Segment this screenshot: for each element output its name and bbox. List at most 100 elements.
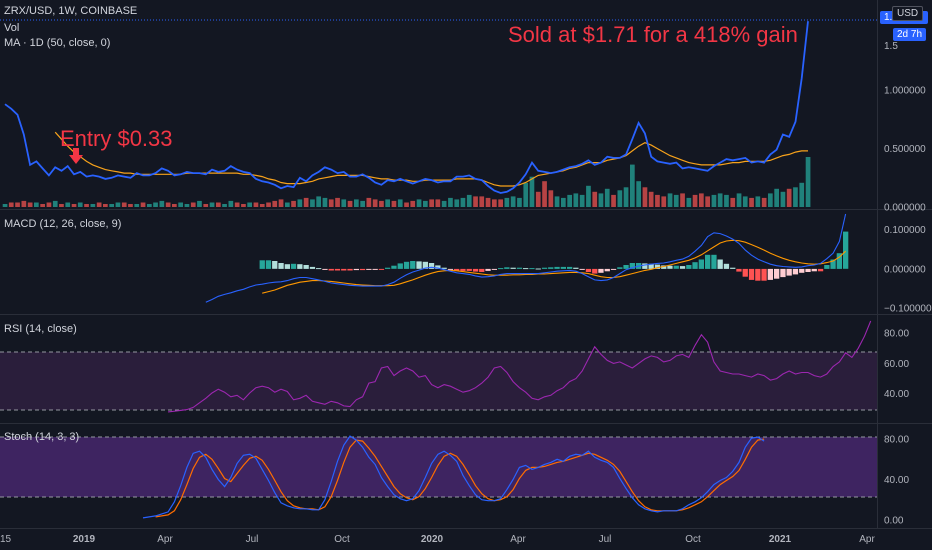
volume-bars xyxy=(2,157,811,207)
volume-bar xyxy=(492,199,497,207)
symbol-title: ZRX/USD, 1W, COINBASE xyxy=(4,5,138,17)
volume-bar xyxy=(115,202,121,207)
x-tick-label: Jul xyxy=(599,534,612,545)
volume-bar xyxy=(661,196,667,207)
macd-histogram-bar xyxy=(780,268,786,278)
volume-bar xyxy=(435,199,441,207)
macd-label: MACD (12, 26, close, 9) xyxy=(4,218,122,230)
volume-bar xyxy=(479,196,485,207)
volume-bar xyxy=(730,197,736,207)
macd-histogram-bar xyxy=(817,268,824,272)
volume-bar xyxy=(354,199,359,207)
macd-histogram-bar xyxy=(673,265,679,269)
volume-bar xyxy=(347,200,353,207)
volume-bar xyxy=(780,191,786,207)
macd-histogram-bar xyxy=(742,268,748,277)
macd-histogram-bar xyxy=(278,263,284,269)
macd-histogram-bar xyxy=(485,268,491,271)
volume-bar xyxy=(46,202,52,207)
volume-bar xyxy=(278,199,284,207)
volume-bar xyxy=(429,199,434,207)
macd-histogram-bar xyxy=(441,267,447,269)
macd-histogram-bar xyxy=(755,268,761,281)
macd-histogram-bar xyxy=(428,263,435,269)
macd-histogram-bar xyxy=(792,268,799,275)
volume-bar xyxy=(310,199,315,207)
macd-histogram-bar xyxy=(598,268,604,273)
volume-bar xyxy=(542,181,547,207)
macd-histogram-bar xyxy=(679,266,686,269)
macd-histogram-bar xyxy=(297,264,303,269)
macd-histogram-bar xyxy=(397,263,403,269)
volume-bar xyxy=(485,197,491,207)
y-tick-label: 80.00 xyxy=(884,329,909,340)
volume-bar xyxy=(454,199,460,207)
rsi-band xyxy=(0,352,877,410)
volume-bar xyxy=(27,202,33,207)
macd-histogram-bar xyxy=(353,268,359,271)
macd-histogram-bar xyxy=(529,268,535,270)
volume-label: Vol xyxy=(4,22,20,34)
volume-bar xyxy=(190,202,196,207)
volume-bar xyxy=(517,197,522,207)
volume-bar xyxy=(416,199,422,207)
volume-bar xyxy=(65,202,71,207)
x-tick-label: 2021 xyxy=(769,534,792,545)
volume-bar xyxy=(266,202,271,207)
macd-histogram-bar xyxy=(767,268,773,280)
macd-histogram-bar xyxy=(460,268,466,271)
macd-histogram-bar xyxy=(454,268,460,271)
y-tick-label: 1.000000 xyxy=(884,86,926,97)
macd-histogram-bar xyxy=(403,261,410,269)
volume-bar xyxy=(322,197,328,207)
volume-bar xyxy=(291,200,296,207)
volume-bar xyxy=(316,196,321,207)
macd-histogram-bar xyxy=(479,268,485,272)
macd-histogram-bar xyxy=(629,263,635,269)
volume-bar xyxy=(385,199,390,207)
volume-bar xyxy=(247,202,252,207)
entry-annotation: Entry $0.33 xyxy=(60,126,173,151)
volume-bar xyxy=(749,197,754,207)
volume-bar xyxy=(673,194,679,207)
rsi-series xyxy=(168,320,872,413)
volume-bar xyxy=(71,204,77,207)
volume-bar xyxy=(793,187,798,207)
macd-histogram-bar xyxy=(272,261,278,269)
volume-bar xyxy=(742,196,748,207)
volume-bar xyxy=(755,196,761,207)
macd-histogram-bar xyxy=(824,265,830,269)
y-tick-label: 40.00 xyxy=(884,389,909,400)
signal-line xyxy=(262,239,846,294)
macd-series xyxy=(205,213,849,303)
volume-bar xyxy=(705,196,710,207)
x-tick-label: Apr xyxy=(157,534,173,545)
volume-bar xyxy=(473,196,478,207)
volume-bar xyxy=(611,194,616,207)
macd-histogram-bar xyxy=(422,261,428,269)
volume-bar xyxy=(52,200,58,207)
macd-histogram-bar xyxy=(548,267,554,269)
volume-bar xyxy=(341,199,347,207)
x-tick-label: 15 xyxy=(0,534,12,545)
price-series xyxy=(4,21,809,194)
volume-bar xyxy=(128,204,133,207)
macd-histogram-bar xyxy=(328,268,334,271)
x-tick-label: 2019 xyxy=(73,534,96,545)
volume-bar xyxy=(460,197,466,207)
volume-bar xyxy=(448,197,453,207)
macd-histogram-bar xyxy=(723,263,730,269)
volume-bar xyxy=(147,204,152,207)
volume-bar xyxy=(103,204,108,207)
y-tick-label: 0.00 xyxy=(884,515,904,526)
macd-line xyxy=(205,213,847,303)
macd-histogram-bar xyxy=(309,266,316,269)
currency-badge[interactable]: USD xyxy=(892,6,924,21)
volume-bar xyxy=(510,196,516,207)
macd-histogram-bar xyxy=(661,265,667,269)
macd-histogram-bar xyxy=(811,268,817,272)
volume-bar xyxy=(799,182,805,207)
volume-bar xyxy=(297,199,303,207)
stoch-band xyxy=(0,437,877,497)
volume-bar xyxy=(379,200,384,207)
